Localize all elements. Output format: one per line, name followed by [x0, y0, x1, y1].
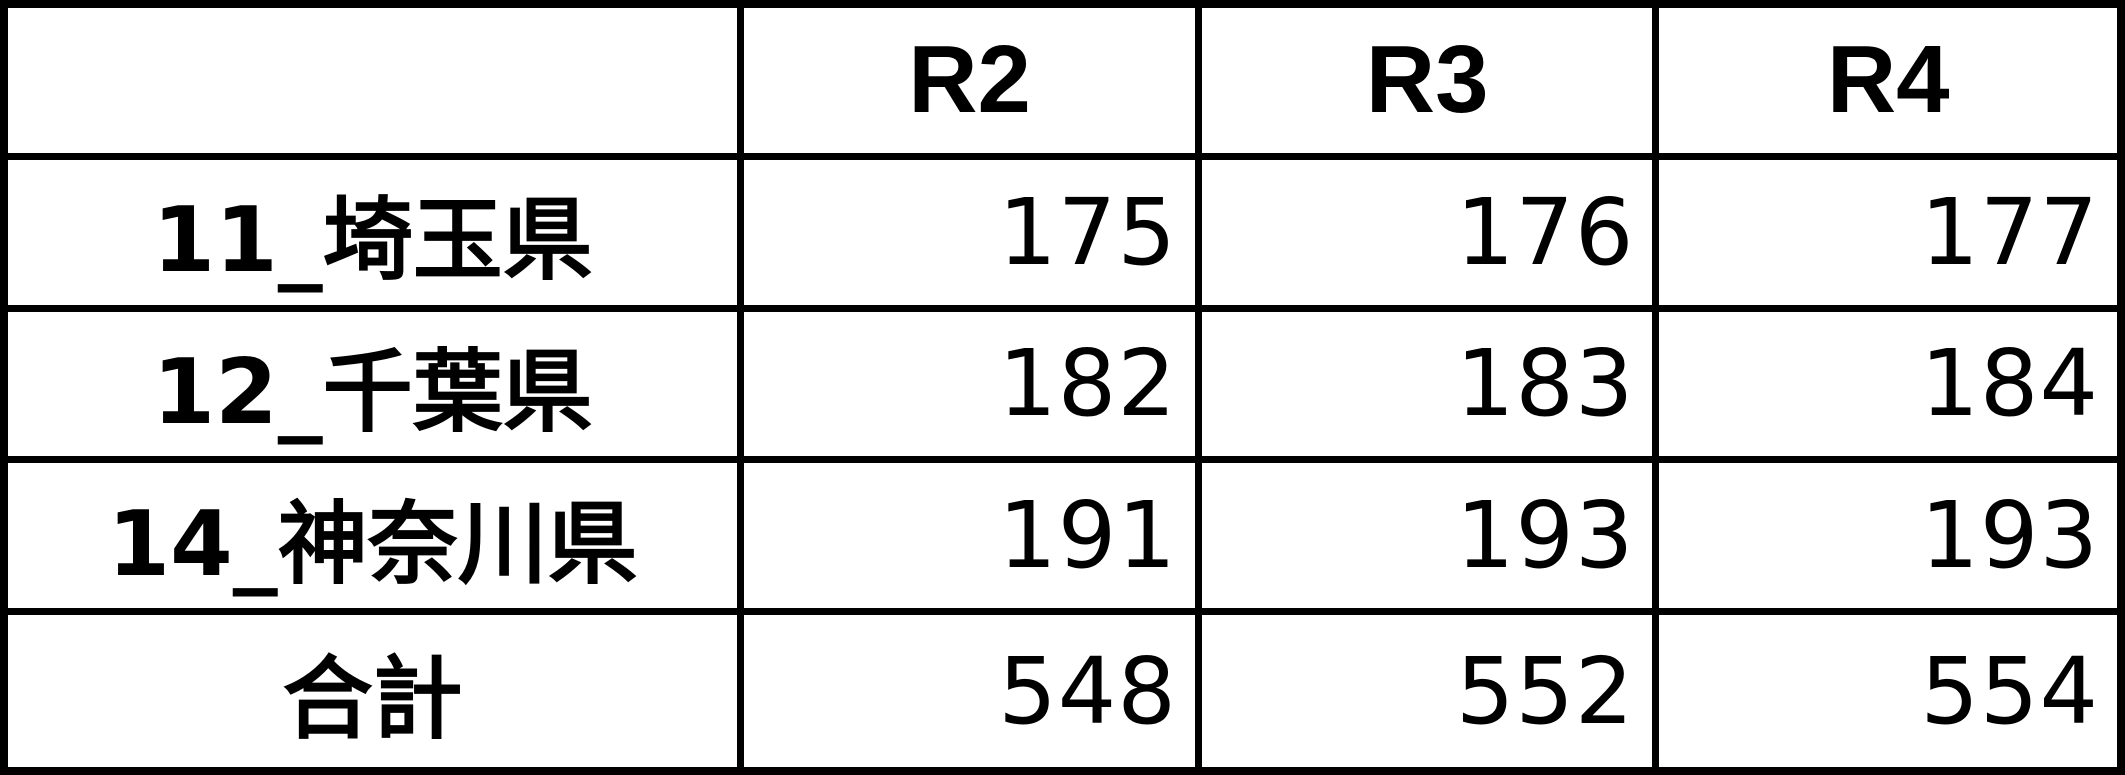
column-header-r2: R2 — [744, 8, 1202, 160]
column-header-r3: R3 — [1201, 8, 1660, 160]
table-cell: 177 — [1659, 160, 2117, 312]
row-label-chiba: 12_千葉県 — [8, 311, 745, 464]
table-cell-total: 554 — [1920, 637, 2099, 745]
column-header-r4: R4 — [1659, 8, 2117, 160]
row-label-total: 合計 — [8, 615, 745, 767]
table-cell: 191 — [744, 463, 1202, 616]
row-label-saitama: 11_埼玉県 — [8, 159, 745, 312]
header-corner-cell — [8, 8, 745, 160]
table-cell: 175 — [744, 159, 1202, 312]
row-label-kanagawa: 14_神奈川県 — [8, 463, 745, 616]
table-cell: 182 — [744, 311, 1202, 464]
table-cell: 184 — [1659, 312, 2117, 464]
table-cell: 183 — [1201, 311, 1660, 464]
table-cell: 193 — [1659, 463, 2117, 616]
table-cell-total: 548 — [744, 615, 1202, 767]
table-cell: 176 — [1201, 159, 1660, 312]
table-cell: 193 — [1201, 463, 1660, 616]
table-cell-total: 552 — [1202, 615, 1660, 767]
